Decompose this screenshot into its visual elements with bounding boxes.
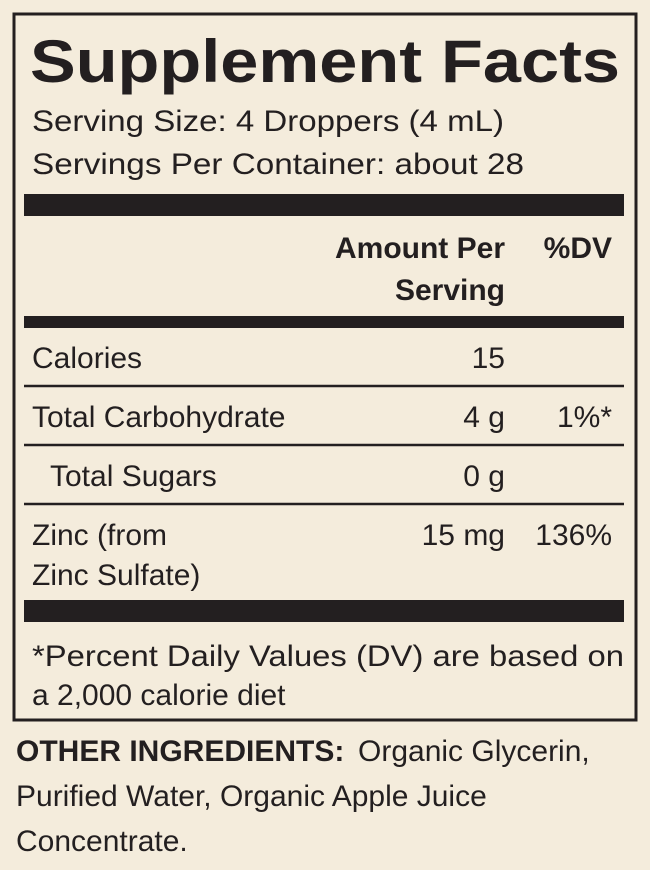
nutrient-name: Zinc Sulfate)	[32, 559, 200, 592]
rows: Calories 15 Total Carbohydrate 4 g 1%* Total …	[24, 342, 624, 592]
nutrient-name: Total Carbohydrate	[32, 401, 285, 434]
serving-size: Serving Size: 4 Droppers (4 mL)	[32, 105, 504, 138]
footnote: a 2,000 calorie diet	[32, 679, 286, 712]
column-header: Amount Per	[335, 232, 505, 265]
ingredients-text: Organic Glycerin,	[358, 735, 590, 768]
amount: 15 mg	[422, 519, 505, 552]
ingredients-text: Concentrate.	[16, 825, 188, 858]
nutrient-name: Total Sugars	[50, 460, 217, 493]
column-header: %DV	[544, 232, 612, 265]
column-header: Serving	[395, 274, 505, 307]
ingredients-label: OTHER INGREDIENTS:	[16, 735, 344, 768]
thick-rule	[24, 600, 624, 622]
footnote: *Percent Daily Values (DV) are based on	[32, 640, 624, 673]
amount: 15	[472, 342, 505, 375]
amount: 4 g	[463, 401, 505, 434]
nutrient-name: Zinc (from	[32, 519, 167, 552]
label-border	[12, 12, 638, 722]
ingredients-text: Purified Water, Organic Apple Juice	[16, 780, 487, 813]
thick-rule	[24, 194, 624, 216]
nutrient-name: Calories	[32, 342, 142, 375]
daily-value: 1%*	[557, 401, 612, 434]
thick-rule	[24, 316, 624, 328]
title: Supplement Facts	[30, 28, 620, 95]
daily-value: 136%	[535, 519, 612, 552]
amount: 0 g	[463, 460, 505, 493]
servings-per-container: Servings Per Container: about 28	[32, 148, 524, 181]
